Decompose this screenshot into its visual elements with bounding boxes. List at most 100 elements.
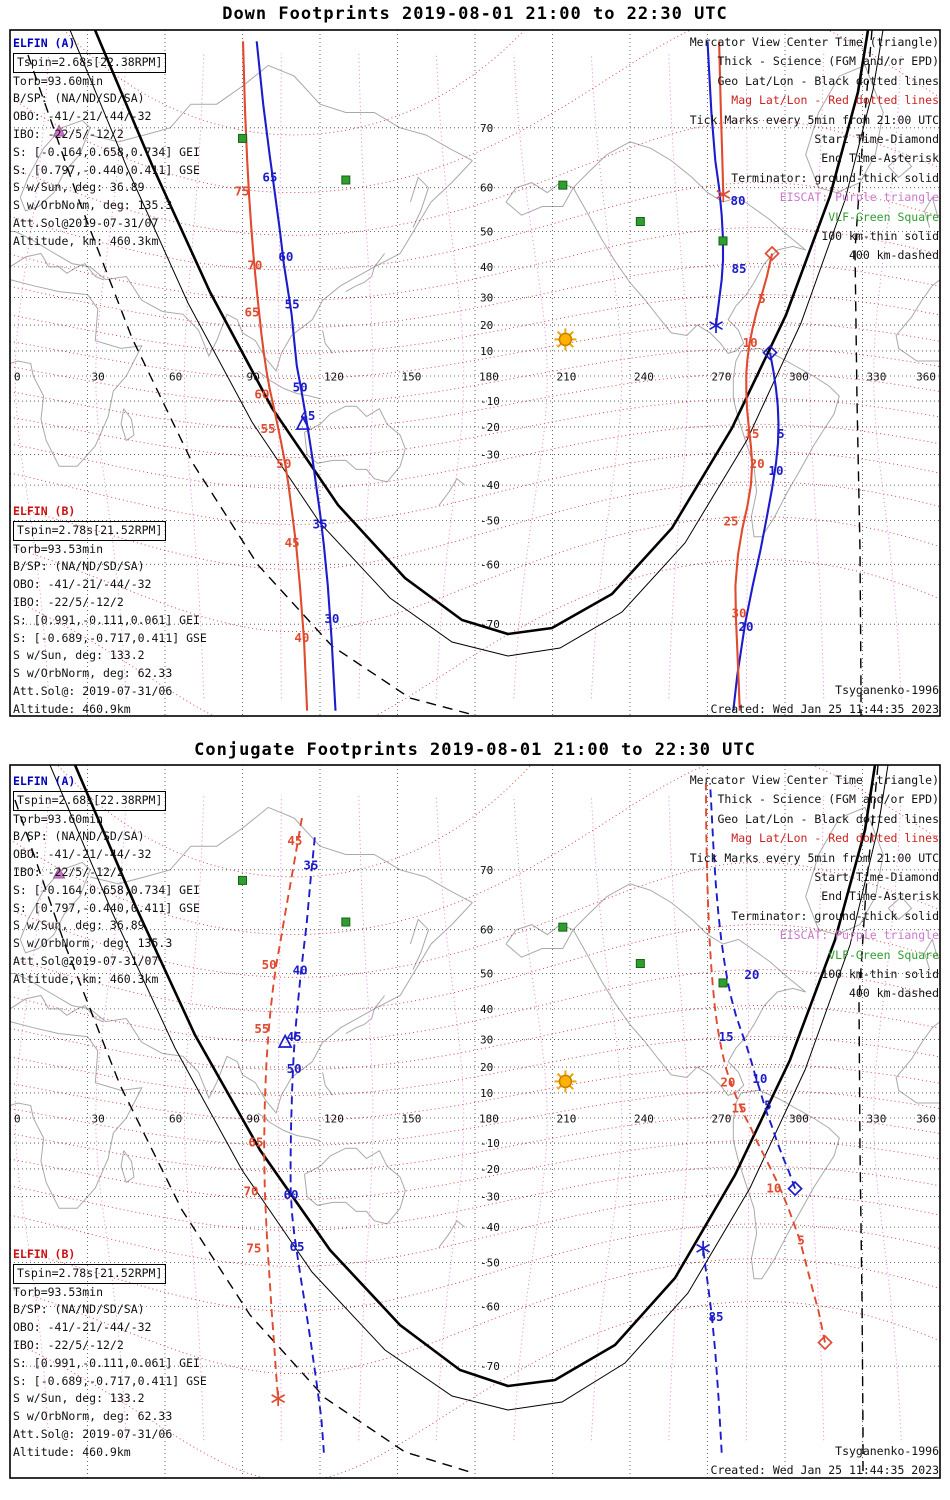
panel1-legend: Mercator View Center Time (triangle) Thic… (690, 33, 939, 266)
legend-line: End Time-Asterisk (821, 889, 939, 904)
legend-line: Terminator: ground-thick solid (731, 170, 939, 185)
lat-tick-label: -70 (480, 1360, 500, 1373)
vlf-station-square (635, 217, 645, 227)
lat-tick-label: 50 (480, 225, 493, 238)
info-line: B/SP: (NA/ND/SD/SA) (13, 829, 145, 844)
lon-tick-label: 240 (634, 1113, 654, 1126)
info-line: S w/OrbNorm, deg: 62.33 (13, 1409, 173, 1424)
end-time-asterisk (696, 1240, 711, 1256)
eiscat-triangle (52, 124, 66, 137)
info-line: Torb=93.53min (13, 1284, 104, 1299)
minute-tick-label: 60 (284, 1187, 299, 1202)
panel2-elfin-a-info: ELFIN (A) Tspin=2.68s[22.38RPM] Torb=93.… (13, 773, 200, 989)
lon-tick-label: 360 (916, 1113, 936, 1126)
lon-tick-label: 300 (789, 1113, 809, 1126)
minute-tick-label: 45 (287, 833, 302, 848)
info-line: S: [0.991,-0.111,0.061] GEI (13, 1355, 200, 1370)
panel1-elfin-b-info: ELFIN (B) Tspin=2.78s[21.52RPM] Torb=93.… (13, 503, 207, 719)
coastline (895, 1021, 940, 1104)
legend-line: Terminator: ground-thick solid (731, 908, 939, 923)
lat-tick-label: 30 (480, 291, 493, 304)
vlf-station-square (718, 236, 728, 246)
panel2-legend: Mercator View Center Time (triangle) Thic… (690, 771, 939, 1004)
orbit-track-elfin-b (734, 253, 774, 711)
orbit-track-elfin-b (704, 783, 826, 1343)
end-time-asterisk (271, 1391, 286, 1407)
lat-tick-label: 40 (480, 1003, 493, 1016)
coastline (732, 1089, 840, 1280)
lon-tick-label: 180 (479, 1113, 499, 1126)
coastline (322, 1072, 334, 1096)
coastline (10, 252, 104, 281)
panel1-created-stamp: Created: Wed Jan 25 11:44:35 2023 (710, 702, 939, 716)
legend-line: Mercator View Center Time (triangle) (689, 773, 939, 787)
lon-tick-label: 90 (247, 371, 260, 384)
minute-tick-label: 85 (708, 1309, 723, 1324)
info-line: OBO: -41/-21/-44/-32 (13, 847, 152, 862)
orbit-track-elfin-b (718, 41, 725, 195)
minute-tick-label: 75 (246, 1240, 261, 1255)
lat-tick-label: -30 (480, 1191, 500, 1204)
mag-lat-gridline (10, 423, 940, 489)
minute-tick-label: 5 (797, 1233, 805, 1248)
lon-tick-label: 30 (92, 1113, 105, 1126)
lon-tick-label: 120 (324, 1113, 344, 1126)
minute-tick-label: 45 (285, 535, 300, 550)
coastline (304, 1147, 406, 1225)
minute-tick-label: 60 (278, 249, 293, 264)
info-line: S w/Sun, deg: 36.89 (13, 180, 145, 195)
minute-tick-label: 5 (777, 426, 785, 441)
lat-tick-label: -40 (480, 479, 500, 492)
legend-line: Geo Lat/Lon - Black dotted lines (717, 811, 939, 826)
terminator-400km-dashed (854, 30, 873, 716)
minute-tick-label: 30 (324, 611, 339, 626)
terminator-400km-dashed (27, 54, 471, 715)
minute-tick-label: 75 (234, 184, 249, 199)
minute-tick-label: 15 (731, 1100, 746, 1115)
coastline (10, 1021, 143, 1209)
coastline (438, 1219, 466, 1248)
vlf-station-square (341, 175, 351, 185)
info-line: OBO: -41/-21/-44/-32 (13, 1320, 152, 1335)
info-line: S: [-0.164,0.658,0.734] GEI (13, 882, 200, 897)
minute-tick-label: 5 (758, 291, 766, 306)
coastline (322, 330, 334, 354)
lon-tick-label: 240 (634, 371, 654, 384)
info-line: S: [-0.164,0.658,0.734] GEI (13, 144, 200, 159)
terminator-ground-thick (93, 30, 870, 636)
coastline (345, 995, 385, 1035)
minute-tick-label: 5 (764, 1097, 772, 1112)
info-line: S: [-0.689,-0.717,0.411] GSE (13, 1373, 207, 1388)
lat-tick-label: 10 (480, 345, 493, 358)
vlf-station-square (238, 875, 247, 885)
info-line: IBO: -22/5/-12/2 (13, 864, 124, 879)
minute-tick-label: 85 (731, 261, 746, 276)
map-panel-down: 6560555045353080855102075706560555045405… (10, 30, 940, 716)
minute-tick-label: 50 (262, 957, 277, 972)
lon-tick-label: 120 (324, 371, 344, 384)
minute-tick-label: 65 (245, 304, 260, 319)
end-time-asterisk (716, 187, 731, 203)
orbit-track-elfin-b (263, 817, 303, 1399)
mag-lat-gridline (10, 1193, 940, 1267)
eiscat-triangle (52, 866, 66, 879)
info-line: B/SP: (NA/ND/SD/SA) (13, 91, 145, 106)
terminator-400km-dashed (14, 799, 471, 1473)
minute-tick-label: 10 (743, 335, 758, 350)
map-border (9, 29, 941, 717)
start-time-diamond (762, 344, 778, 361)
info-line: Altitude, km: 460.3km (13, 971, 159, 986)
minute-tick-label: 50 (293, 380, 308, 395)
coastline (120, 1150, 135, 1184)
orbit-track-elfin-a (732, 352, 780, 711)
vlf-station-square (558, 922, 568, 932)
coastline (409, 918, 430, 970)
info-line: IBO: -22/5/-12/2 (13, 594, 124, 609)
terminator-400km-dashed (858, 765, 879, 1478)
coastline (572, 883, 807, 1096)
minute-tick-label: 30 (731, 606, 746, 621)
lat-tick-label: -20 (480, 1163, 500, 1176)
mag-lat-gridline (10, 451, 940, 525)
